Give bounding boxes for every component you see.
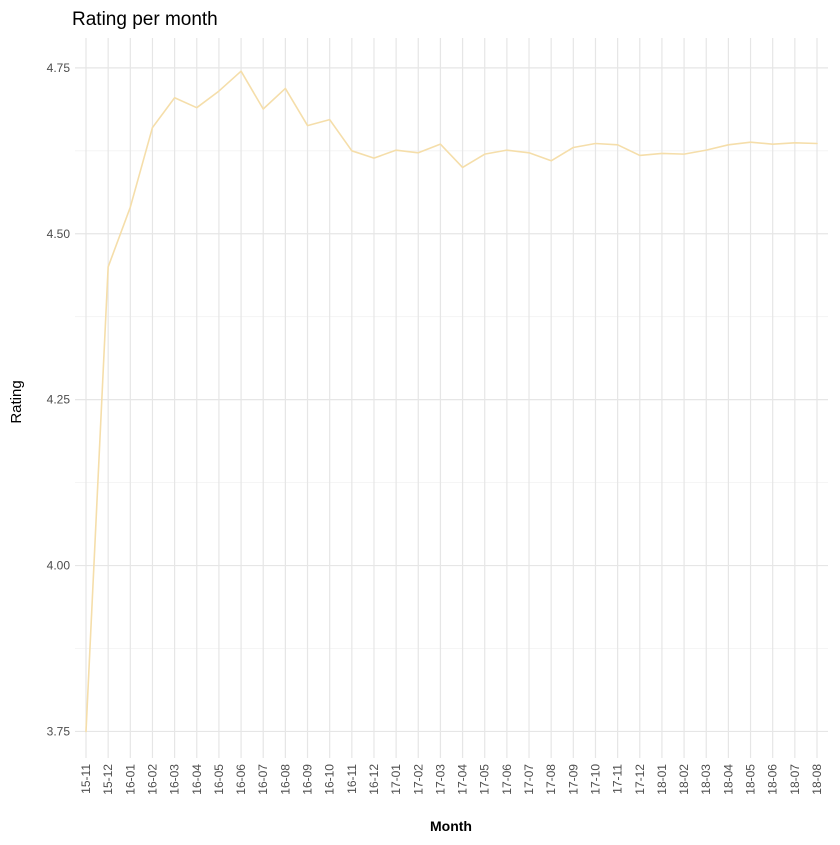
chart-title: Rating per month <box>72 9 218 30</box>
x-tick-label: 18-08 <box>810 764 824 795</box>
x-tick-label: 16-09 <box>301 764 315 795</box>
x-tick-label: 17-10 <box>588 764 602 795</box>
y-axis-title: Rating <box>8 380 25 423</box>
x-tick-label: 17-07 <box>522 764 536 795</box>
x-tick-label: 18-03 <box>699 764 713 795</box>
x-tick-label: 18-05 <box>744 764 758 795</box>
x-tick-label: 17-06 <box>500 764 514 795</box>
x-tick-label: 16-05 <box>212 764 226 795</box>
x-tick-label: 17-02 <box>411 764 425 795</box>
x-tick-label: 17-12 <box>633 764 647 795</box>
x-tick-label: 18-02 <box>677 764 691 795</box>
grid <box>75 38 828 758</box>
x-tick-label: 16-01 <box>123 764 137 795</box>
x-axis-title: Month <box>430 818 472 834</box>
x-tick-label: 16-11 <box>345 764 359 794</box>
x-tick-label: 17-05 <box>478 764 492 795</box>
y-tick-label: 4.00 <box>47 559 71 573</box>
y-tick-label: 4.75 <box>47 61 71 75</box>
x-tick-label: 17-03 <box>433 764 447 795</box>
x-tick-label: 18-01 <box>655 764 669 795</box>
y-tick-label: 3.75 <box>47 724 71 738</box>
x-tick-label: 16-03 <box>168 764 182 795</box>
x-tick-label: 16-04 <box>190 764 204 795</box>
x-tick-label: 16-10 <box>323 764 337 795</box>
y-axis-ticks: 3.75 4.00 4.25 4.50 4.75 <box>47 61 71 739</box>
x-tick-label: 16-12 <box>367 764 381 795</box>
x-tick-label: 17-04 <box>456 764 470 795</box>
x-tick-label: 15-11 <box>79 764 93 794</box>
series-layer <box>85 70 818 733</box>
y-tick-label: 4.25 <box>47 393 71 407</box>
x-tick-label: 17-11 <box>611 764 625 794</box>
x-tick-label: 18-04 <box>721 764 735 795</box>
x-tick-label: 18-06 <box>766 764 780 795</box>
x-tick-label: 17-08 <box>544 764 558 795</box>
x-tick-label: 15-12 <box>101 764 115 795</box>
y-tick-label: 4.50 <box>47 227 71 241</box>
x-tick-label: 16-08 <box>278 764 292 795</box>
x-tick-label: 17-01 <box>389 764 403 795</box>
x-axis-ticks: 15-11 15-12 16-01 16-02 16-03 16-04 16-05 16-06… <box>79 764 824 795</box>
x-tick-label: 16-02 <box>145 764 159 795</box>
series-line <box>85 70 818 733</box>
x-tick-label: 16-06 <box>234 764 248 795</box>
x-tick-label: 17-09 <box>566 764 580 795</box>
x-tick-label: 16-07 <box>256 764 270 795</box>
x-tick-label: 18-07 <box>788 764 802 795</box>
